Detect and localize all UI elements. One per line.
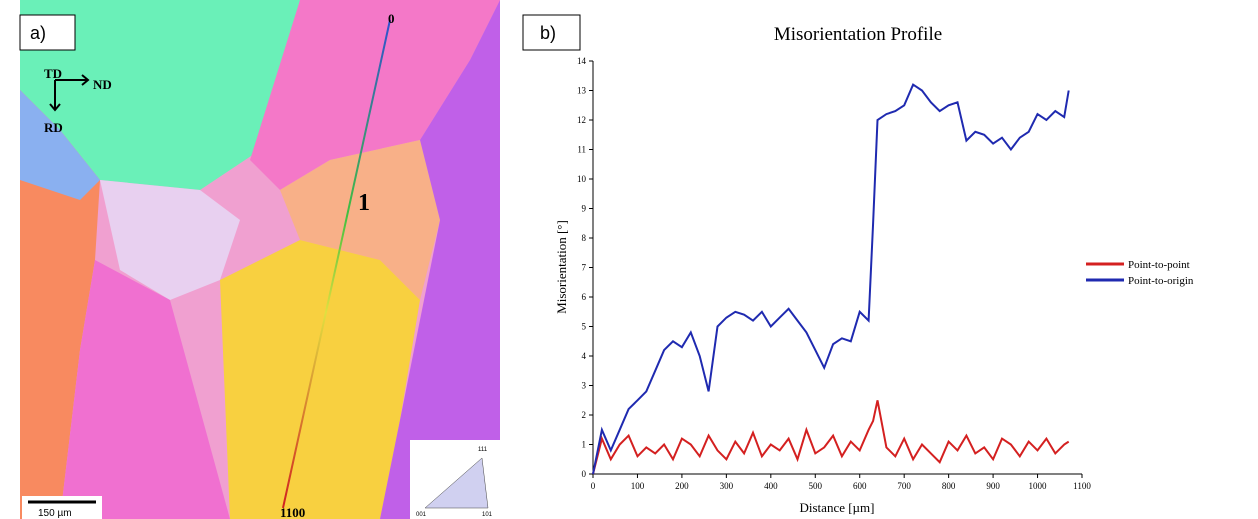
- x-tick-label: 900: [986, 481, 1000, 491]
- ipf-label: 111: [478, 447, 488, 453]
- y-tick-label: 13: [577, 86, 587, 96]
- y-tick-label: 14: [577, 56, 587, 66]
- x-tick-label: 300: [720, 481, 734, 491]
- y-axis-title: Misorientation [°]: [554, 220, 569, 314]
- axis-label: RD: [44, 120, 63, 135]
- ebsd-map: TD ND RD 0 1 1100 150 µm 111 001 101: [20, 0, 500, 519]
- y-tick-label: 7: [582, 263, 587, 273]
- y-tick-label: 4: [582, 351, 587, 361]
- panel-label: a): [30, 23, 46, 43]
- line-label: 0: [388, 11, 395, 26]
- scale-bar-label: 150 µm: [38, 508, 72, 519]
- ipf-label: 001: [416, 512, 427, 518]
- x-tick-label: 700: [897, 481, 911, 491]
- x-tick-label: 1000: [1029, 481, 1048, 491]
- x-tick-label: 0: [591, 481, 596, 491]
- y-tick-label: 8: [582, 233, 587, 243]
- x-tick-label: 600: [853, 481, 867, 491]
- x-tick-label: 1100: [1073, 481, 1091, 491]
- x-tick-label: 500: [809, 481, 823, 491]
- ipf-label: 101: [482, 512, 493, 518]
- y-tick-label: 2: [582, 410, 587, 420]
- y-tick-label: 1: [582, 440, 587, 450]
- y-tick-label: 3: [582, 381, 587, 391]
- axis-label: ND: [93, 77, 112, 92]
- panel-label: b): [540, 23, 556, 43]
- legend-label: Point-to-origin: [1128, 275, 1194, 287]
- axis-label: TD: [44, 66, 62, 81]
- y-tick-label: 12: [577, 115, 586, 125]
- y-tick-label: 0: [582, 469, 587, 479]
- y-tick-label: 6: [582, 292, 587, 302]
- grain-label: 1: [358, 190, 370, 216]
- y-tick-label: 9: [582, 204, 587, 214]
- legend-label: Point-to-point: [1128, 259, 1190, 271]
- chart-title: Misorientation Profile: [774, 24, 942, 45]
- y-tick-label: 11: [577, 145, 586, 155]
- series-line: [592, 83, 1070, 475]
- line-label: 1100: [280, 505, 305, 519]
- x-tick-label: 100: [631, 481, 645, 491]
- y-tick-label: 5: [582, 322, 587, 332]
- y-tick-label: 10: [577, 174, 587, 184]
- series-line: [592, 400, 1070, 475]
- x-tick-label: 400: [764, 481, 778, 491]
- x-tick-label: 200: [675, 481, 689, 491]
- x-axis-title: Distance [µm]: [800, 500, 875, 515]
- x-tick-label: 800: [942, 481, 956, 491]
